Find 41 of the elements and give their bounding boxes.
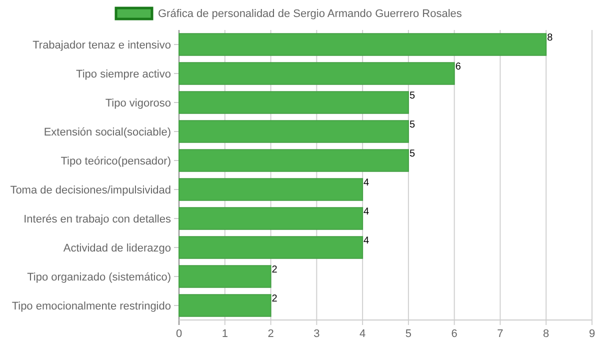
- y-tick-label: Actividad de liderazgo: [63, 242, 171, 254]
- data-label: 4: [364, 236, 370, 247]
- x-tick-label: 7: [497, 328, 504, 340]
- bar: [178, 236, 364, 259]
- x-tick-label: 5: [405, 328, 412, 340]
- y-tick-label: Trabajador tenaz e intensivo: [32, 40, 171, 52]
- y-tick-label: Tipo organizado (sistemático): [27, 272, 171, 284]
- data-label: 4: [364, 178, 370, 189]
- y-tick-label: Toma de decisiones/impulsividad: [10, 184, 171, 196]
- x-tick-label: 9: [588, 328, 596, 340]
- y-tick-label: Tipo teórico(pensador): [60, 156, 171, 168]
- x-tick-label: 2: [268, 328, 274, 340]
- x-tick-label: 1: [222, 328, 228, 340]
- x-tick-label: 8: [543, 328, 550, 340]
- y-tick-label: Tipo vigoroso: [105, 98, 171, 110]
- x-tick-label: 3: [314, 328, 320, 340]
- bar: [178, 149, 409, 172]
- data-label: 5: [409, 120, 416, 131]
- data-label: 5: [409, 90, 416, 102]
- data-label: 6: [455, 62, 462, 73]
- bar: [178, 120, 409, 143]
- bar: [178, 178, 364, 201]
- legend-label: Gráfica de personalidad de Sergio Armando Guerrero Rosales: [158, 8, 462, 20]
- bar: [178, 33, 547, 56]
- x-tick-label: 0: [176, 328, 182, 340]
- bar: [178, 62, 455, 85]
- data-label: 2: [272, 294, 278, 305]
- data-label: 2: [272, 264, 278, 276]
- bar: [178, 91, 409, 114]
- data-label: 4: [364, 206, 370, 218]
- x-tick-label: 6: [451, 328, 458, 340]
- bar: [178, 207, 364, 230]
- y-tick-label: Tipo siempre activo: [76, 68, 171, 80]
- y-tick-label: Interés en trabajo con detalles: [24, 214, 172, 226]
- data-label: 5: [409, 148, 416, 160]
- bar: [178, 265, 272, 288]
- data-label: 8: [547, 32, 554, 44]
- y-tick-label: Extensión social(sociable): [44, 126, 171, 138]
- x-tick-label: 4: [359, 328, 366, 340]
- bar: [178, 294, 272, 317]
- y-tick-label: Tipo emocionalmente restringido: [12, 300, 171, 312]
